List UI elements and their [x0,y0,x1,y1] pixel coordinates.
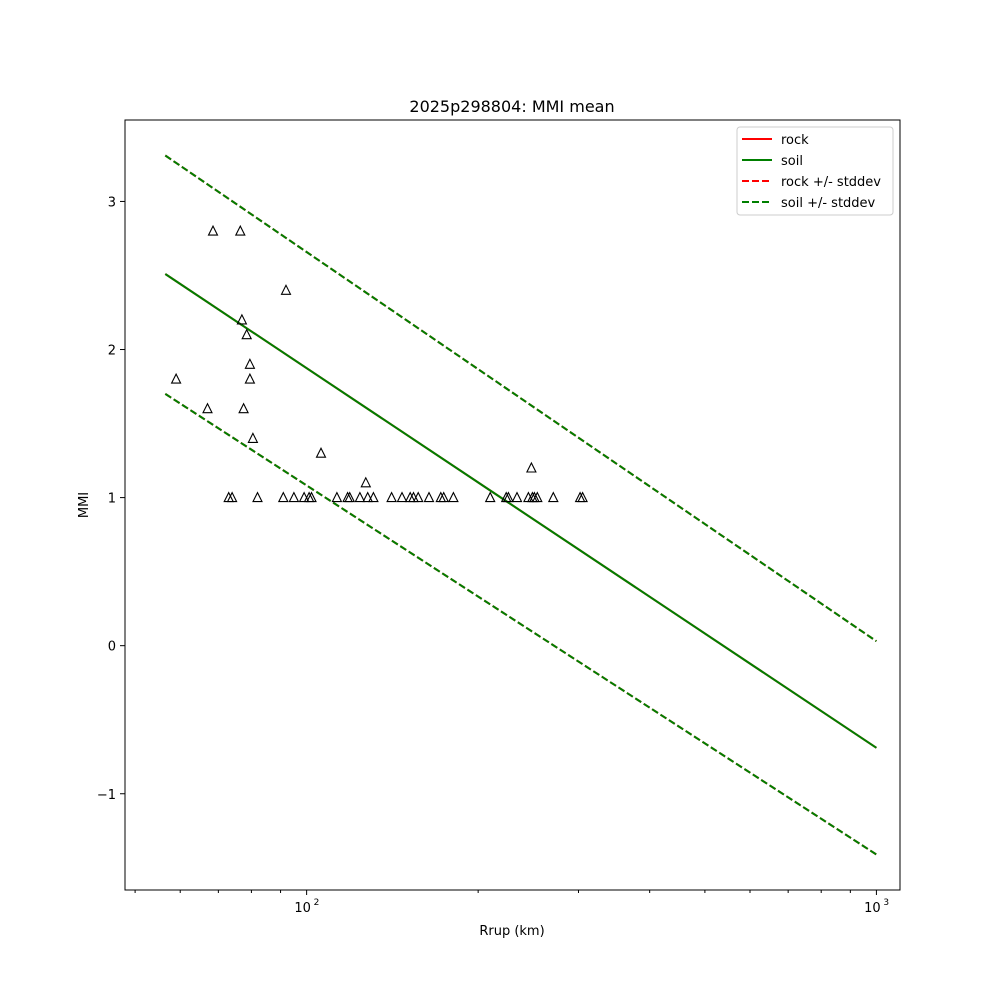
x-axis-label: Rrup (km) [479,924,544,939]
observation-point [236,313,248,325]
observation-point [484,491,496,503]
lines-layer [164,154,877,856]
observation-point [386,491,397,503]
legend-box [736,126,894,216]
observation-point [244,358,256,369]
observation-point [315,446,327,458]
observation-point [503,491,514,503]
observation-point [277,491,289,503]
observation-point [226,491,238,503]
observation-point [423,491,435,503]
observation-point [288,491,300,503]
y-axis-ticks: −1 0 1 2 3 [97,195,125,803]
y-tick-label: 2 [108,344,116,359]
observation-point [244,372,256,384]
observation-points [170,224,588,503]
x-tick-label-exponent: 3 [883,898,889,908]
observation-point [448,491,459,503]
y-tick-label: −1 [97,788,116,803]
observation-point [362,491,374,503]
x-tick-label: 10 [294,901,311,916]
x-axis-ticks: 10 2 10 3 [134,890,889,916]
plot-frame [124,119,901,891]
observation-point [202,402,213,414]
observation-point [280,284,292,295]
observation-point [396,491,408,503]
legend-label: rock [781,133,809,148]
observation-point [577,491,588,503]
observation-point [547,491,559,503]
observation-point [526,461,537,473]
observation-point [238,402,249,414]
x-tick-label-exponent: 2 [314,898,320,908]
observation-point [247,432,259,443]
observation-point [531,491,543,503]
y-tick-label: 3 [108,195,116,210]
series-line-soil [164,273,877,749]
observation-point [306,491,317,503]
observation-point [354,491,366,503]
y-axis-label: MMI [77,492,92,518]
observation-point [234,224,246,236]
x-tick-label: 10 [864,901,881,916]
observation-point [170,372,182,384]
legend-label: soil +/- stddev [781,196,876,211]
legend-label: soil [781,154,803,169]
observation-point [438,491,450,503]
observation-point [344,491,356,503]
y-tick-label: 1 [108,492,116,507]
observation-point [252,491,263,503]
observation-point [360,476,372,488]
plot-area [164,154,877,856]
legend-label: rock +/- stddev [781,175,881,190]
observation-point [241,328,253,340]
observation-point [412,491,424,503]
chart-title: 2025p298804: MMI mean [409,97,614,116]
series-line-soil-stddev [164,154,877,643]
observation-point [368,491,379,503]
observation-point [207,224,219,236]
y-tick-label: 0 [108,640,116,655]
series-line-soil-stddev-lower [164,393,877,856]
legend: rock soil rock +/- stddev soil +/- stddev [736,126,894,216]
observation-point [511,491,523,503]
observation-point [331,491,343,503]
